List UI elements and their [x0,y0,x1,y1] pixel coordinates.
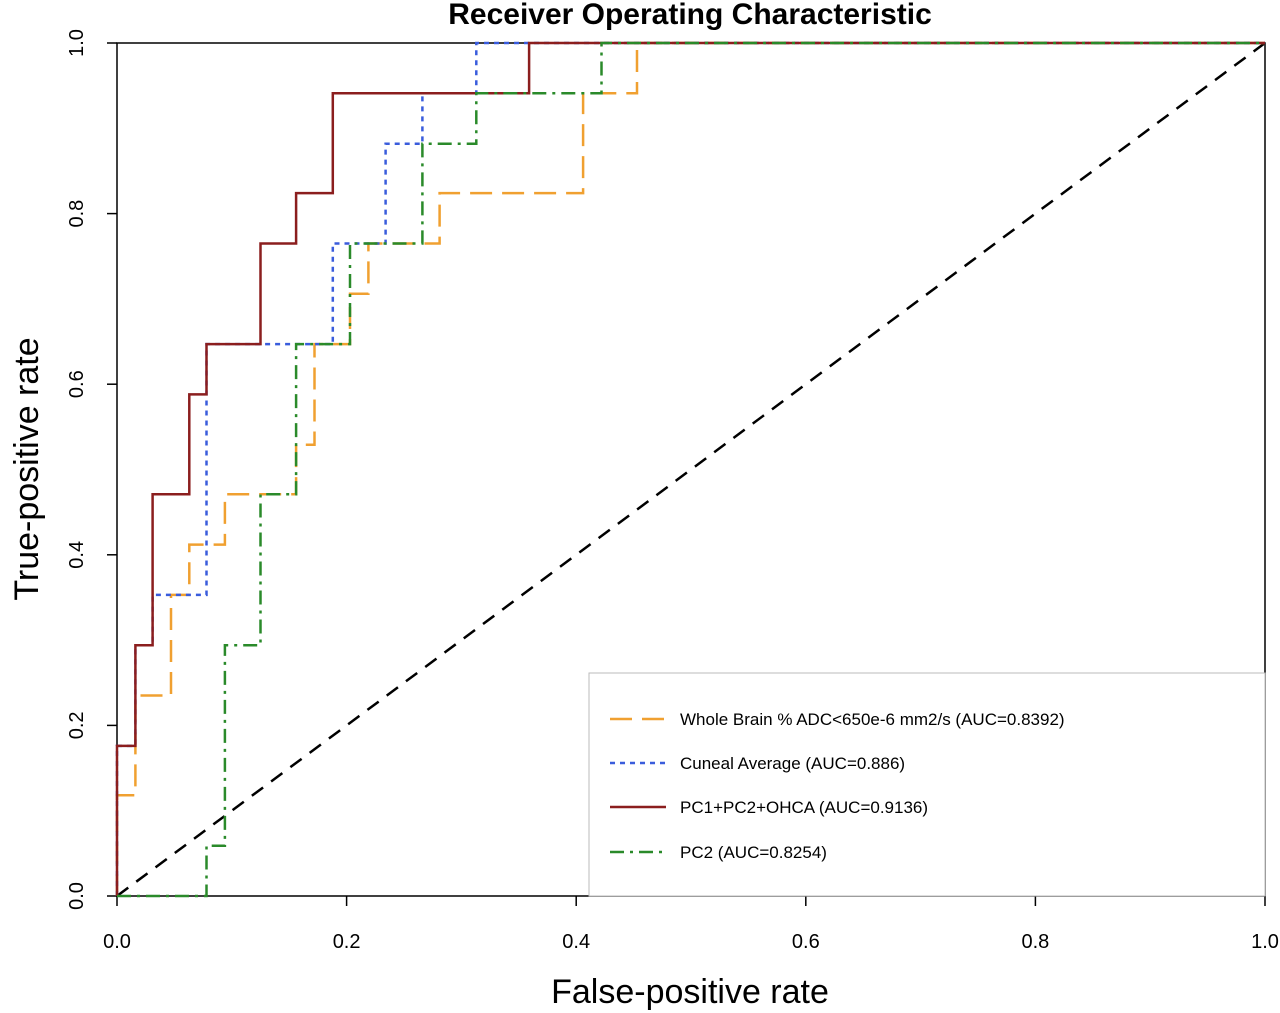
x-tick-label: 1.0 [1251,931,1279,953]
legend: Whole Brain % ADC<650e-6 mm2/s (AUC=0.83… [588,672,1266,897]
legend-label-cuneal: Cuneal Average (AUC=0.886) [680,754,905,773]
y-tick-label: 0.2 [66,711,88,739]
legend-label-pc2: PC2 (AUC=0.8254) [680,843,827,862]
legend-label-pc1-pc2-ohca: PC1+PC2+OHCA (AUC=0.9136) [680,798,928,817]
series-pc2 [117,41,1265,898]
x-axis-label: False-positive rate [551,973,829,1011]
y-axis: 0.0 0.2 0.4 0.6 0.8 1.0 [66,29,117,910]
legend-label-whole-brain: Whole Brain % ADC<650e-6 mm2/s (AUC=0.83… [680,710,1065,729]
y-axis-label: True-positive rate [8,337,46,600]
x-tick-label: 0.8 [1021,931,1049,953]
x-tick-label: 0.0 [103,931,131,953]
x-tick-label: 0.6 [792,931,820,953]
series-pc1-pc2-ohca [115,41,1265,896]
y-tick-label: 0.6 [66,370,88,398]
chart-title: Receiver Operating Characteristic [448,0,932,31]
legend-box [588,672,1266,897]
x-axis: 0.0 0.2 0.4 0.6 0.8 1.0 [103,896,1279,953]
y-tick-label: 1.0 [66,29,88,57]
x-tick-label: 0.4 [562,931,590,953]
series-whole-brain [115,41,1265,896]
y-tick-label: 0.8 [66,200,88,228]
series-layer [115,41,1265,898]
y-tick-label: 0.0 [66,882,88,910]
x-tick-label: 0.2 [333,931,361,953]
y-tick-label: 0.4 [66,541,88,569]
